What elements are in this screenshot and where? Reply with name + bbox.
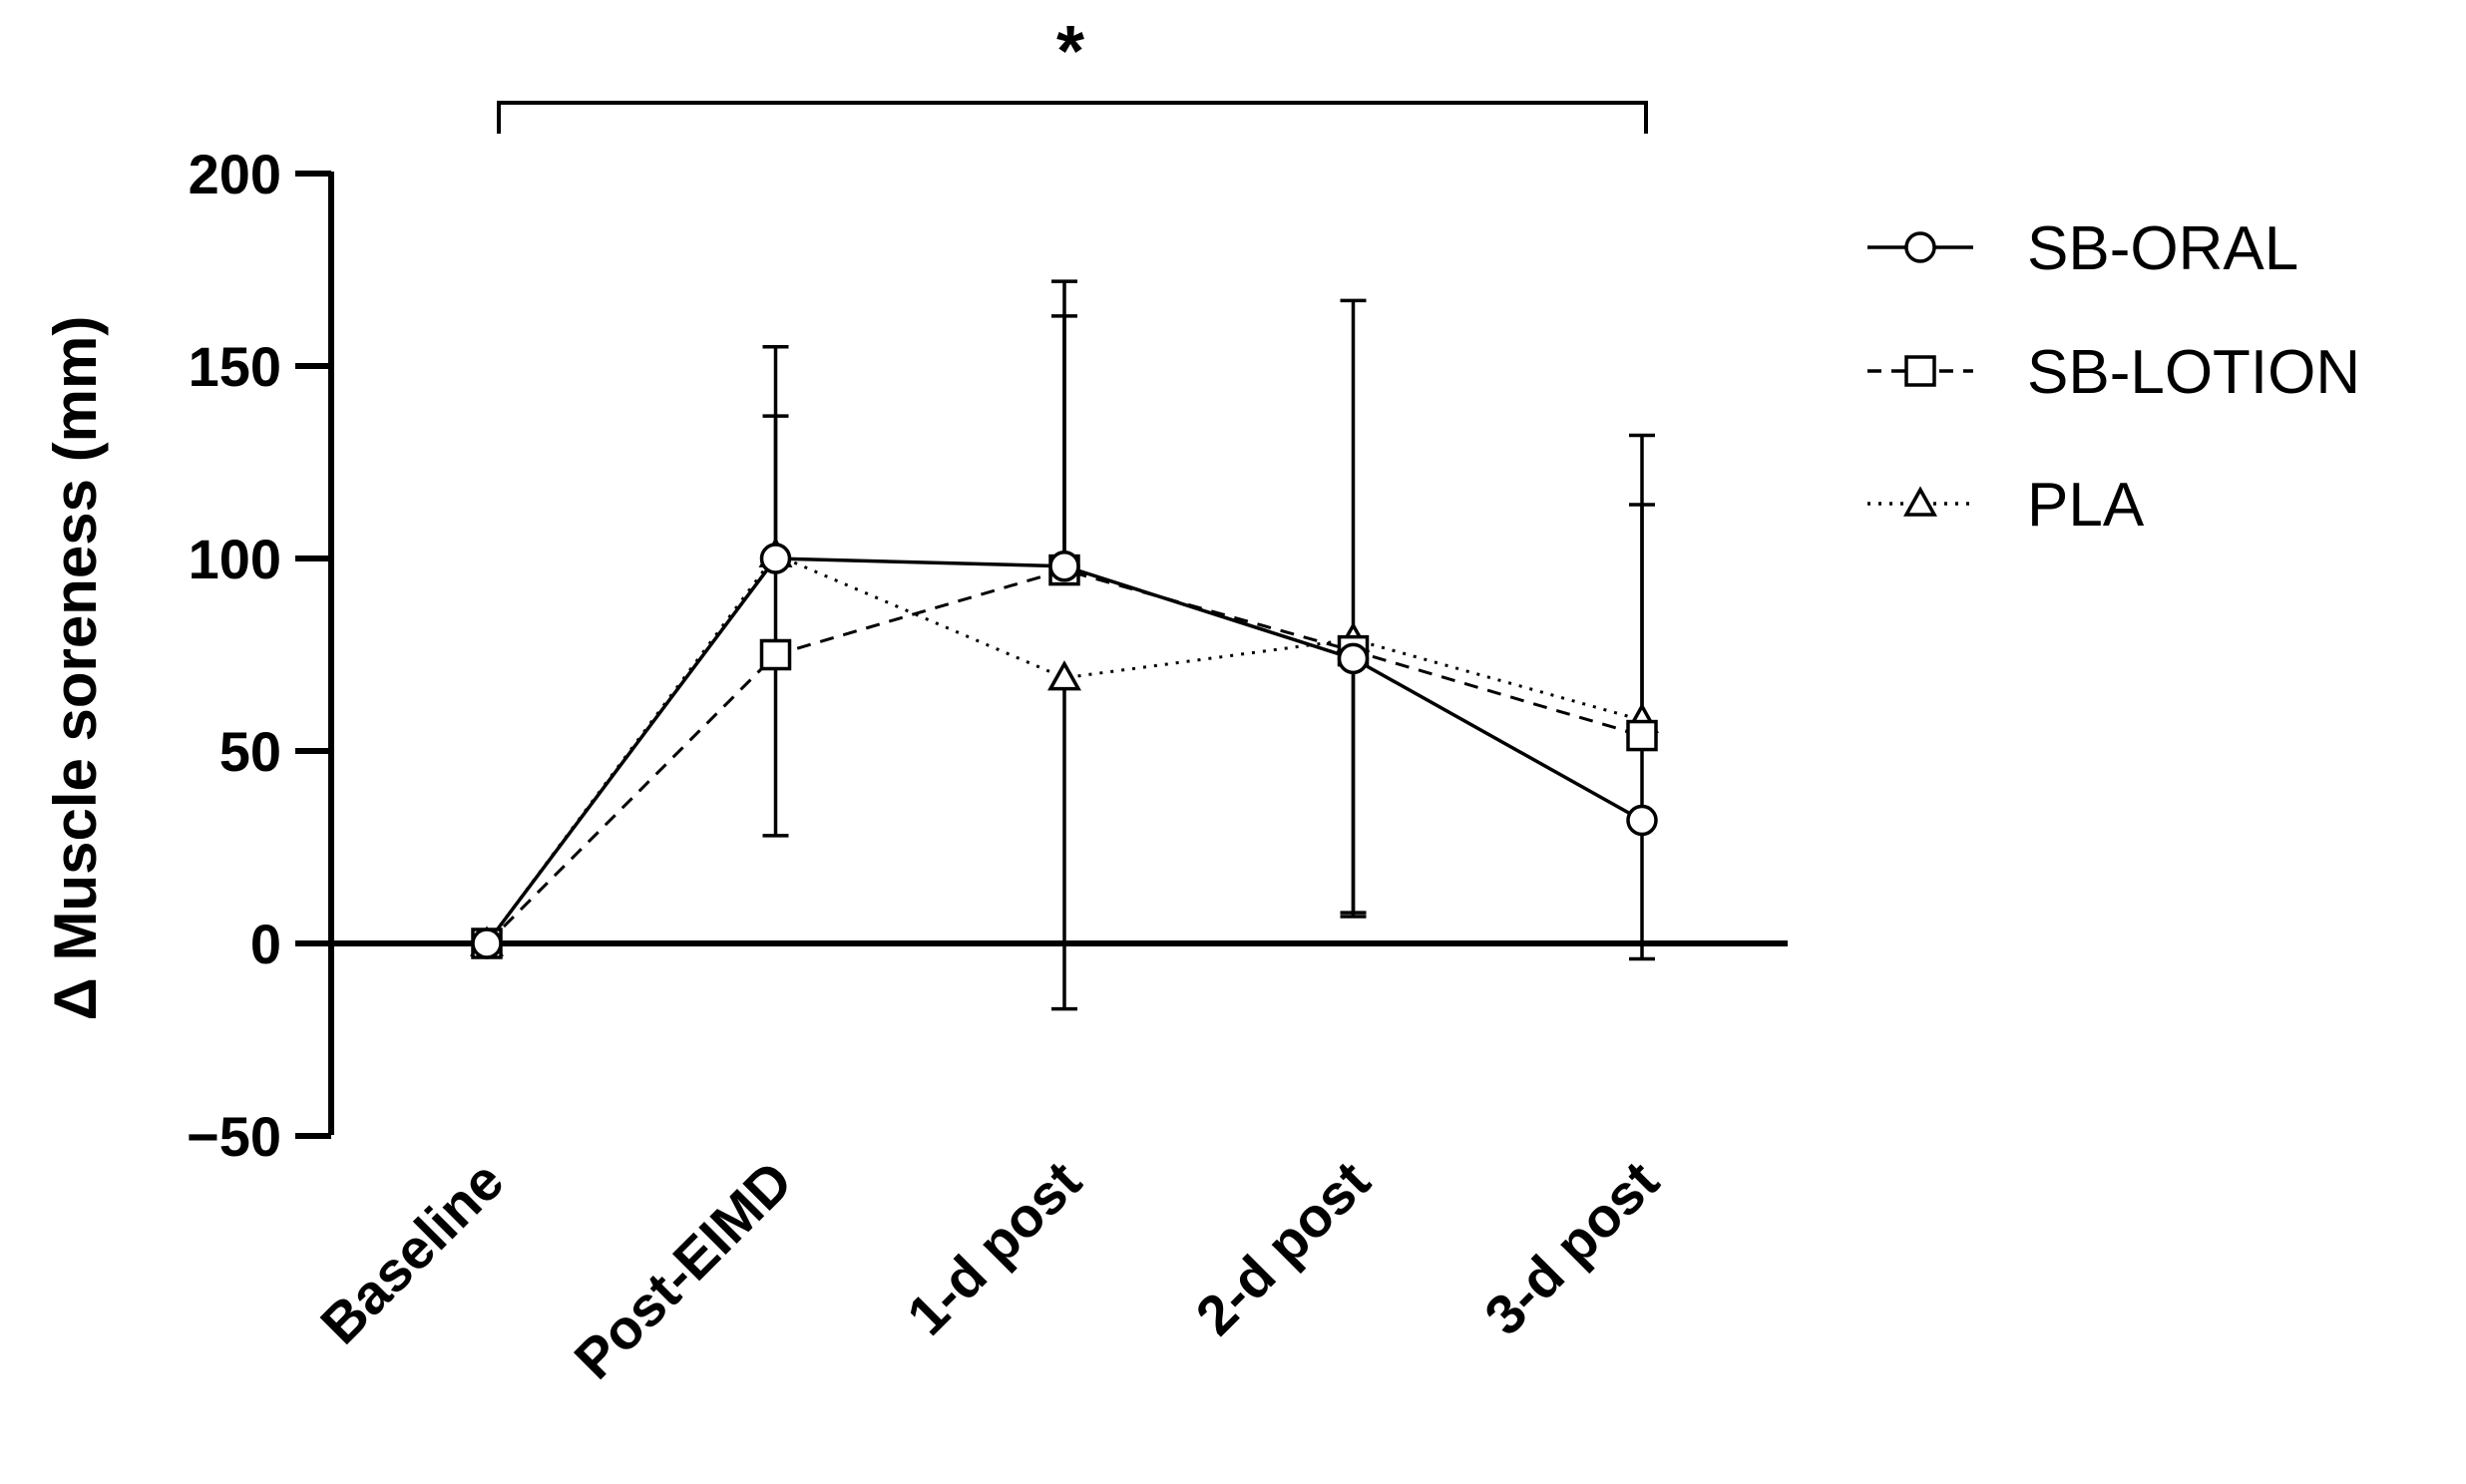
error-bars-sb-oral [762, 314, 1655, 961]
legend-item-sb-lotion: SB-LOTION [1867, 338, 2360, 407]
y-tick-label: 50 [219, 720, 281, 783]
x-tick-label: Post-EIMD [562, 1149, 804, 1391]
data-point [1047, 660, 1081, 691]
legend-label: SB-LOTION [2027, 338, 2360, 407]
series-line-sb-lotion [485, 568, 1643, 945]
error-bars-sb-lotion [762, 279, 1655, 919]
y-ticks: 200 150 100 50 0 −50 [187, 143, 331, 1168]
error-bars-pla [1051, 298, 1367, 1011]
significance-bracket [497, 101, 1648, 134]
legend-item-pla: PLA [1867, 471, 2145, 540]
x-tick-label: 2-d post [1183, 1149, 1382, 1347]
series-layer [470, 279, 1659, 1011]
x-tick-label: 1-d post [895, 1149, 1093, 1347]
data-point [759, 638, 792, 671]
data-point [1626, 804, 1658, 837]
y-tick-label: 200 [189, 143, 281, 205]
legend-label: SB-ORAL [2027, 214, 2298, 283]
x-tick-label: 3-d post [1472, 1149, 1671, 1347]
y-tick-label: 100 [189, 528, 281, 590]
data-point [1626, 719, 1658, 752]
legend-label: PLA [2027, 471, 2145, 540]
x-tick-label: Baseline [308, 1149, 515, 1355]
data-point [1337, 642, 1370, 675]
legend-marker [1904, 355, 1936, 387]
legend-item-sb-oral: SB-ORAL [1867, 214, 2298, 283]
legend-marker [1904, 231, 1936, 263]
y-tick-label: 0 [250, 913, 281, 975]
data-point [471, 928, 503, 959]
legend-marker [1903, 486, 1937, 517]
legend: SB-ORAL SB-LOTION PLA [1867, 214, 2360, 540]
data-point [1048, 550, 1080, 582]
y-axis-label: Δ Muscle soreness (mm) [42, 316, 109, 1021]
data-point [759, 543, 792, 574]
x-ticks: Baseline Post-EIMD 1-d post 2-d post 3-d pos… [308, 1149, 1670, 1391]
markers-sb-oral [471, 543, 1658, 959]
y-tick-label: 150 [189, 335, 281, 398]
significance-marker: * [1056, 12, 1084, 92]
y-tick-label: −50 [187, 1105, 281, 1168]
